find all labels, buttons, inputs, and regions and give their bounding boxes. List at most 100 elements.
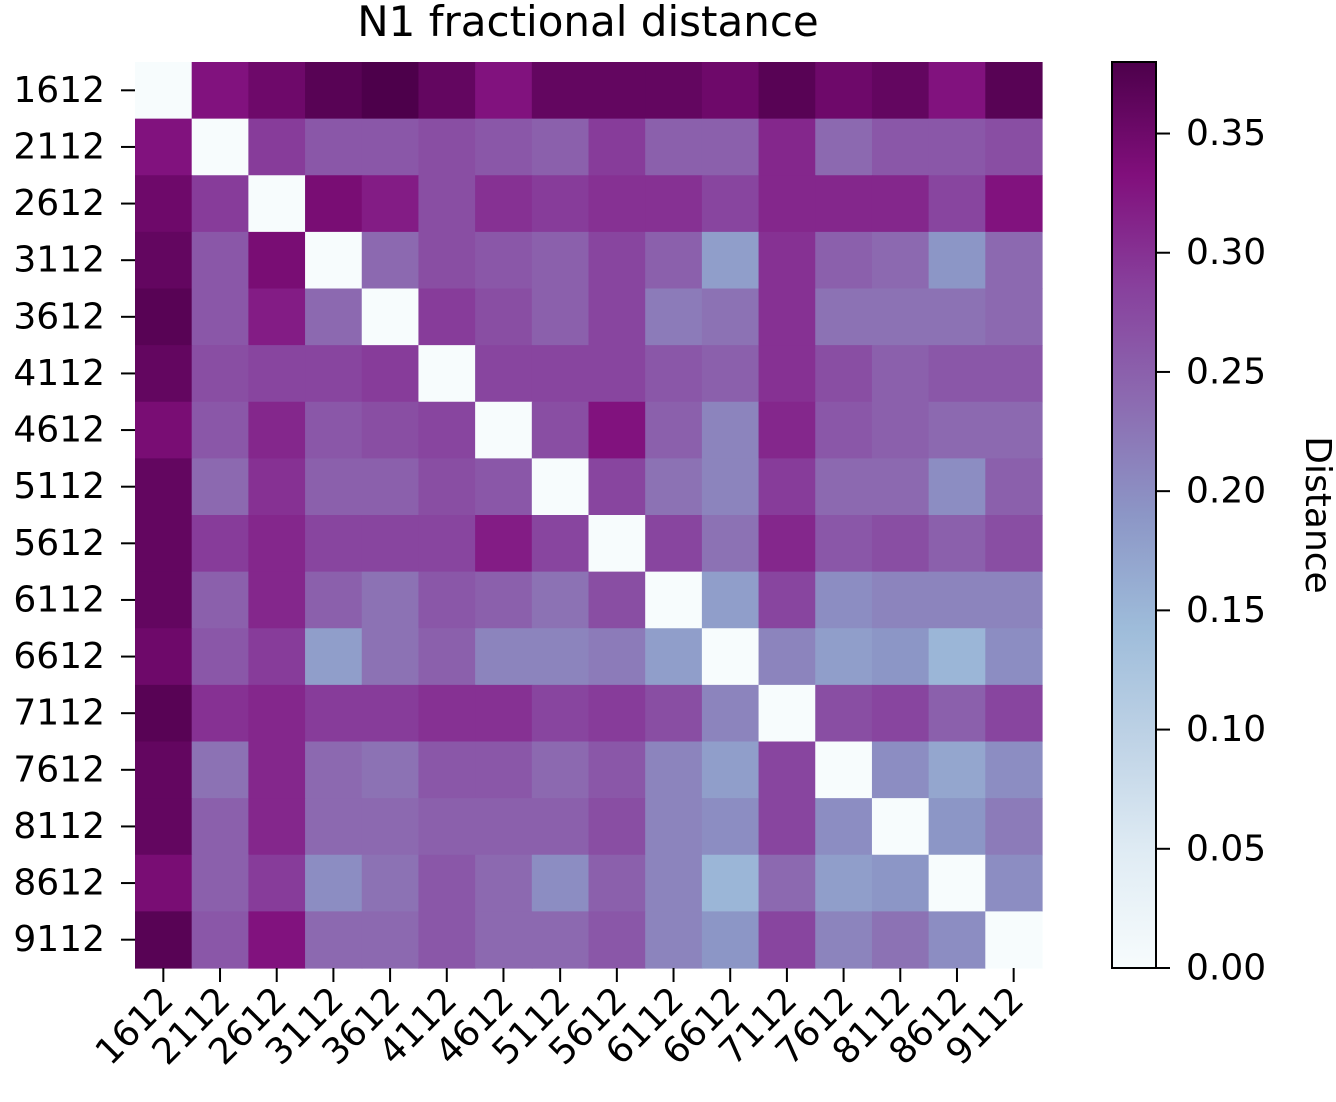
heatmap-cell-7112-3612: [361, 684, 420, 743]
heatmap-cell-7612-5612: [588, 741, 646, 799]
heatmap-cell-8112-8612: [928, 798, 986, 856]
heatmap-cell-4612-5612: [588, 401, 646, 459]
y-tick-label: 4112: [13, 353, 105, 394]
heatmap-cell-7612-9112: [985, 741, 1043, 799]
heatmap-cell-6612-4112: [418, 628, 476, 686]
heatmap-cell-8112-8112: [871, 798, 930, 856]
heatmap-cell-5612-7612: [815, 515, 873, 573]
heatmap-cell-6612-6612: [701, 628, 760, 686]
heatmap-cell-3112-4612: [475, 231, 533, 290]
heatmap-cell-2112-7612: [815, 118, 873, 176]
y-tick-label: 2112: [13, 126, 105, 167]
heatmap-cell-6612-7112: [758, 628, 816, 686]
heatmap-cell-7612-1612: [135, 741, 193, 799]
colorbar-axis: 0.00 0.05 0.10 0.15 0.20 0.25 0.30 0.35: [1156, 113, 1266, 989]
heatmap-cell-2112-6612: [701, 118, 760, 176]
heatmap-cell-7112-2612: [248, 684, 306, 743]
heatmap-cell-4112-8112: [871, 345, 930, 403]
heatmap-cell-8612-4112: [418, 854, 476, 912]
heatmap-cell-2612-3112: [305, 175, 363, 233]
heatmap-cell-8612-2112: [191, 854, 249, 912]
heatmap-cell-7612-2612: [248, 741, 306, 799]
heatmap-cell-9112-2112: [191, 911, 249, 969]
heatmap-cell-1612-4612: [475, 62, 533, 120]
heatmap-cell-3112-7112: [758, 231, 816, 290]
heatmap-cells: [135, 62, 1043, 969]
heatmap-cell-4112-2112: [191, 345, 249, 403]
heatmap-cell-6612-3612: [361, 628, 420, 686]
heatmap-cell-8612-9112: [985, 854, 1043, 912]
heatmap-cell-2112-6112: [645, 118, 703, 176]
heatmap-cell-8112-3612: [361, 798, 420, 856]
heatmap-cell-8612-2612: [248, 854, 306, 912]
heatmap-cell-4612-4612: [475, 401, 533, 459]
heatmap-cell-4112-7112: [758, 345, 816, 403]
heatmap-cell-5612-6612: [701, 515, 760, 573]
heatmap-cell-4612-7612: [815, 401, 873, 459]
heatmap-cell-9112-1612: [135, 911, 193, 969]
heatmap-cell-5612-3112: [305, 515, 363, 573]
heatmap-cell-5612-5112: [531, 515, 590, 573]
heatmap-cell-2612-4112: [418, 175, 476, 233]
heatmap-cell-3612-8112: [871, 288, 930, 346]
heatmap-cell-6612-5612: [588, 628, 646, 686]
heatmap-cell-8112-5612: [588, 798, 646, 856]
heatmap-cell-2112-9112: [985, 118, 1043, 176]
heatmap-cell-2112-5612: [588, 118, 646, 176]
heatmap-cell-1612-1612: [135, 62, 193, 120]
heatmap-cell-6612-6112: [645, 628, 703, 686]
heatmap-cell-7112-4112: [418, 684, 476, 743]
heatmap-cell-4612-9112: [985, 401, 1043, 459]
heatmap-cell-7112-4612: [475, 684, 533, 743]
heatmap-cell-2612-7112: [758, 175, 816, 233]
heatmap-cell-7612-8112: [871, 741, 930, 799]
heatmap-cell-4112-9112: [985, 345, 1043, 403]
heatmap-cell-8612-5612: [588, 854, 646, 912]
heatmap-cell-5612-4612: [475, 515, 533, 573]
heatmap-cell-7612-4612: [475, 741, 533, 799]
heatmap-cell-3112-7612: [815, 231, 873, 290]
heatmap-cell-6112-3612: [361, 571, 420, 629]
heatmap-cell-5612-2112: [191, 515, 249, 573]
heatmap-cell-8112-7612: [815, 798, 873, 856]
heatmap-cell-4112-7612: [815, 345, 873, 403]
heatmap-cell-4612-1612: [135, 401, 193, 459]
heatmap-cell-5112-2112: [191, 458, 249, 516]
heatmap-cell-5612-1612: [135, 515, 193, 573]
heatmap-cell-5612-8112: [871, 515, 930, 573]
heatmap-cell-4112-3612: [361, 345, 420, 403]
heatmap-cell-6112-5112: [531, 571, 590, 629]
x-axis: 1612211226123112361241124612511256126112…: [88, 968, 1032, 1073]
colorbar-tick-label: 0.00: [1186, 948, 1266, 989]
heatmap-cell-3112-2112: [191, 231, 249, 290]
heatmap-cell-4612-5112: [531, 401, 590, 459]
heatmap-cell-7612-3612: [361, 741, 420, 799]
heatmap-cell-6112-3112: [305, 571, 363, 629]
heatmap-cell-9112-8112: [871, 911, 930, 969]
heatmap-cell-4112-4112: [418, 345, 476, 403]
heatmap-cell-7112-5612: [588, 684, 646, 743]
heatmap-cell-7612-3112: [305, 741, 363, 799]
heatmap-cell-2112-8112: [871, 118, 930, 176]
heatmap-cell-4612-3112: [305, 401, 363, 459]
heatmap-cell-3612-1612: [135, 288, 193, 346]
heatmap-cell-3112-9112: [985, 231, 1043, 290]
heatmap-cell-4612-6112: [645, 401, 703, 459]
heatmap-cell-2612-2612: [248, 175, 306, 233]
heatmap-cell-5612-8612: [928, 515, 986, 573]
heatmap-cell-9112-4612: [475, 911, 533, 969]
heatmap-cell-9112-4112: [418, 911, 476, 969]
heatmap-cell-8112-2112: [191, 798, 249, 856]
heatmap-cell-3612-7112: [758, 288, 816, 346]
heatmap-cell-1612-2612: [248, 62, 306, 120]
y-tick-label: 5612: [13, 523, 105, 564]
heatmap-cell-4612-3612: [361, 401, 420, 459]
heatmap-cell-5112-3112: [305, 458, 363, 516]
heatmap-cell-7112-5112: [531, 684, 590, 743]
y-tick-label: 5112: [13, 466, 105, 507]
heatmap-cell-5612-6112: [645, 515, 703, 573]
heatmap-cell-6612-9112: [985, 628, 1043, 686]
heatmap-cell-2112-7112: [758, 118, 816, 176]
heatmap-cell-8112-5112: [531, 798, 590, 856]
